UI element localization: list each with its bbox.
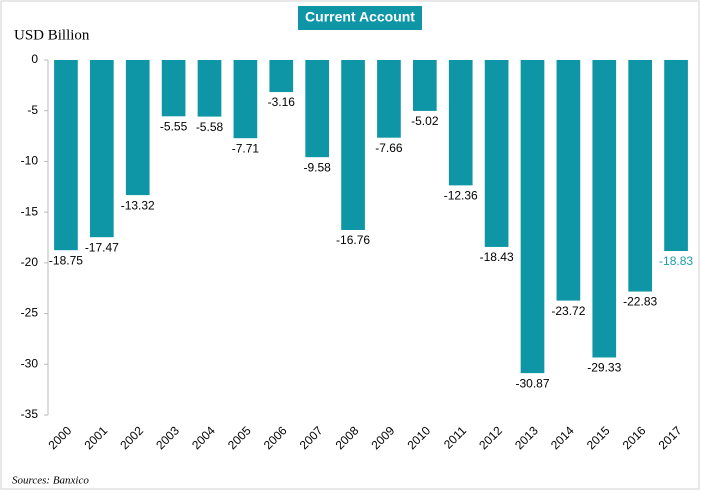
value-label: -13.32	[121, 198, 155, 212]
value-label: -16.76	[336, 233, 370, 247]
bar	[592, 60, 617, 358]
value-label: -7.71	[232, 141, 260, 155]
value-label: -18.83	[659, 254, 693, 268]
y-tick-label: -35	[21, 407, 39, 421]
bar	[628, 60, 653, 292]
bar	[412, 60, 437, 111]
value-label: -18.75	[49, 253, 83, 267]
y-tick-label: -25	[21, 306, 39, 320]
y-tick-label: 0	[31, 52, 38, 66]
bar	[377, 60, 401, 138]
bar	[233, 60, 258, 139]
source: Sources: Banxico	[12, 475, 89, 487]
value-label: -18.43	[480, 250, 514, 264]
value-label: -5.58	[196, 120, 224, 134]
bar	[448, 60, 473, 186]
bar	[520, 60, 545, 374]
value-label: -23.72	[551, 304, 585, 318]
y-tick-label: -5	[27, 103, 38, 117]
value-label: -30.87	[515, 376, 549, 390]
chart-title: Current Account	[305, 9, 415, 25]
y-tick-label: -30	[21, 356, 39, 370]
bar	[556, 60, 581, 301]
value-label: -22.83	[623, 295, 657, 309]
bar	[269, 60, 294, 93]
title-box	[298, 6, 422, 30]
value-label: -29.33	[587, 361, 621, 375]
bar	[197, 60, 222, 117]
value-label: -12.36	[444, 189, 478, 203]
bar	[54, 60, 78, 251]
value-label: -3.16	[268, 95, 296, 109]
bar	[305, 60, 330, 158]
bar	[89, 60, 114, 238]
bar	[161, 60, 186, 117]
bar	[664, 60, 688, 251]
y-axis-label: USD Billion	[14, 27, 90, 43]
value-label: -7.66	[375, 141, 403, 155]
bar	[341, 60, 365, 230]
y-tick-label: -20	[21, 255, 39, 269]
value-label: -5.55	[160, 119, 188, 133]
value-label: -9.58	[303, 160, 331, 174]
bar	[125, 60, 150, 196]
value-label: -17.47	[85, 240, 119, 254]
y-tick-label: -15	[21, 204, 39, 218]
value-label: -5.02	[411, 114, 439, 128]
y-tick-label: -10	[21, 154, 39, 168]
bar	[484, 60, 509, 247]
